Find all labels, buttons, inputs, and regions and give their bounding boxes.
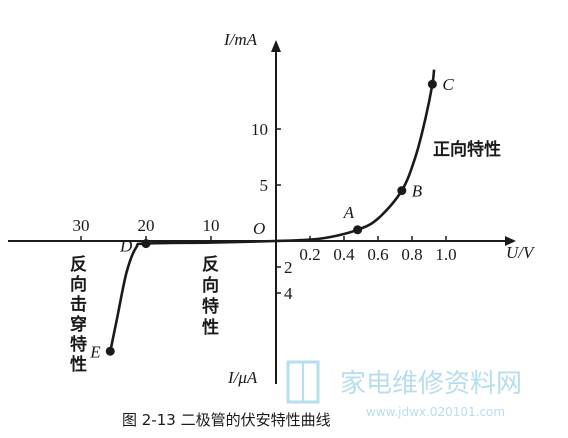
reverse-curve <box>109 239 277 352</box>
label-glyph: 特 <box>202 296 219 317</box>
point-label: C <box>442 75 454 94</box>
point-e <box>105 346 115 356</box>
label-glyph: 特 <box>70 334 87 355</box>
point-label: A <box>343 203 355 222</box>
point-label: D <box>119 237 133 256</box>
label-glyph: 反 <box>202 255 219 275</box>
y-tick-label: 5 <box>260 176 269 195</box>
label-glyph: 向 <box>202 275 219 296</box>
watermark-text: 家电维修资料网 <box>340 369 522 399</box>
x-tick-label: 10 <box>203 216 220 235</box>
y-tick-label: 10 <box>251 120 268 139</box>
forward-curve <box>275 69 436 243</box>
y-tick-label: 2 <box>284 258 293 277</box>
point-label: E <box>89 342 101 361</box>
x-tick-label: 0.8 <box>401 245 422 264</box>
origin-label: O <box>253 219 265 238</box>
label-glyph: 性 <box>70 354 87 375</box>
forward-region-label: 正向特性 <box>433 139 501 160</box>
breakdown-region-label: 反向击穿特性 <box>70 255 87 375</box>
y-tick-label: 4 <box>284 284 293 303</box>
point-d <box>141 239 151 249</box>
x-tick-label: 0.4 <box>333 245 355 264</box>
curves <box>109 69 436 352</box>
x-tick-label: 1.0 <box>435 245 456 264</box>
watermark: 家电维修资料网 www.jdwx.020101.com <box>286 360 522 419</box>
reverse-region-label: 反向特性 <box>202 255 219 338</box>
label-glyph: 反 <box>70 255 87 275</box>
point-c <box>427 79 437 89</box>
x-tick-label: 0.2 <box>299 245 320 264</box>
points: A B C D E <box>89 75 454 361</box>
y-axis-label-bottom: I/μA <box>227 368 258 387</box>
x-tick-label: 30 <box>73 216 90 235</box>
y-axis-arrow <box>271 40 281 52</box>
point-label: B <box>412 182 423 201</box>
watermark-url: www.jdwx.020101.com <box>366 405 505 419</box>
label-glyph: 向 <box>70 274 87 295</box>
label-glyph: 穿 <box>70 314 87 335</box>
x-axis-label: U/V <box>506 243 536 262</box>
x-tick-label: 20 <box>138 216 155 235</box>
label-glyph: 性 <box>202 317 219 338</box>
point-b <box>397 186 407 196</box>
y-axis-label-top: I/mA <box>223 30 258 49</box>
x-axis-arrow <box>505 236 516 246</box>
figure-caption: 图 2-13 二极管的伏安特性曲线 <box>122 411 331 429</box>
x-tick-label: 0.6 <box>367 245 388 264</box>
ticks: 0.2 0.4 0.6 0.8 1.0 30 20 10 5 10 2 4 <box>73 120 457 303</box>
label-glyph: 击 <box>70 294 87 315</box>
point-a <box>353 225 363 235</box>
